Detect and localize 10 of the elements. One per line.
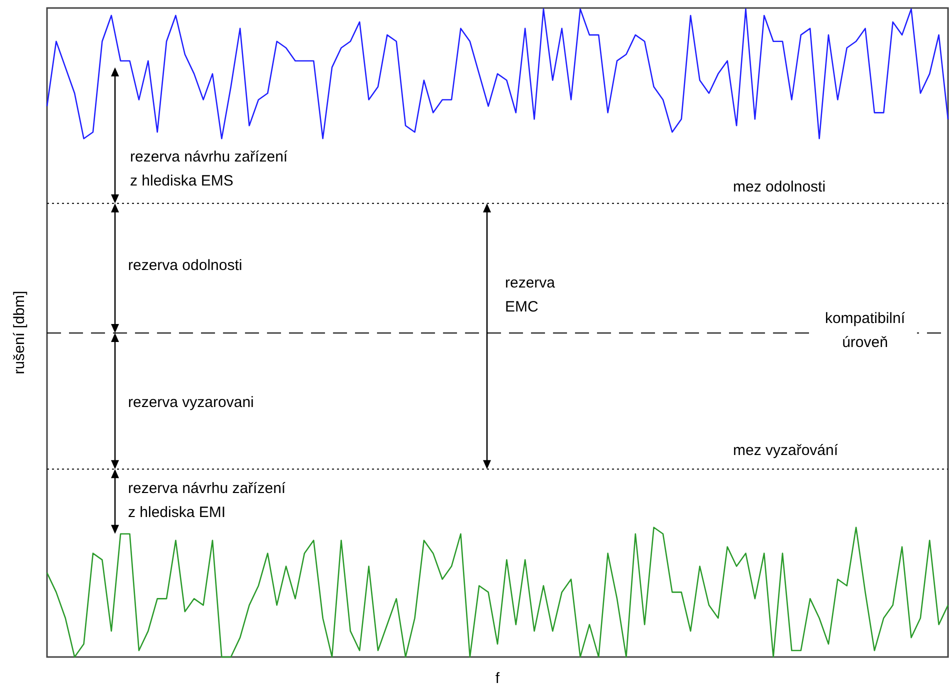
ref-line-label: kompatibilní úroveň (824, 310, 906, 351)
annotation: rezerva EMC (505, 274, 556, 316)
y-axis-title: rušení [dbm] (11, 290, 28, 374)
annotation: rezerva vyzarovani (128, 394, 254, 412)
annotation: rezerva návrhu zařízení z hlediska EMI (128, 480, 286, 522)
annotation: rezerva návrhu zařízení z hlediska EMS (130, 148, 288, 190)
ref-line-label: mez vyzařování (733, 442, 839, 460)
annotation: rezerva odolnosti (128, 257, 242, 274)
x-axis-title: f (495, 670, 500, 687)
ref-line-label: mez odolnosti (733, 178, 826, 196)
